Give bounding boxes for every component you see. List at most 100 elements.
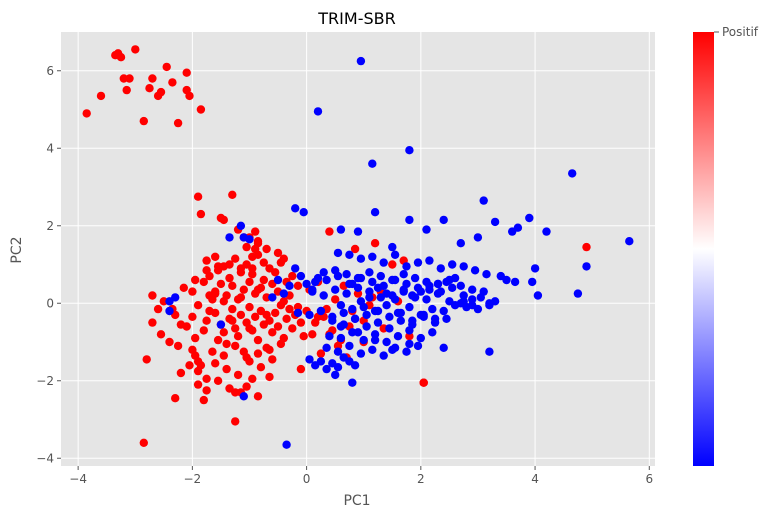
data-point xyxy=(148,291,157,300)
x-tick-label: −2 xyxy=(184,472,202,486)
data-point xyxy=(299,208,308,217)
data-point xyxy=(202,256,211,265)
data-point xyxy=(265,264,274,273)
data-point xyxy=(202,374,211,383)
data-point xyxy=(573,289,583,298)
data-point xyxy=(179,283,188,292)
data-point xyxy=(342,270,351,279)
data-point xyxy=(165,306,174,316)
data-point xyxy=(96,91,106,101)
data-point xyxy=(239,285,248,294)
data-point xyxy=(199,395,208,405)
data-point xyxy=(405,302,414,312)
data-point xyxy=(225,273,234,283)
data-point xyxy=(388,242,397,252)
x-tick-label: −4 xyxy=(69,472,87,486)
data-point xyxy=(236,293,246,302)
data-point xyxy=(82,109,91,118)
data-point xyxy=(293,308,303,318)
data-point xyxy=(279,289,288,298)
data-point xyxy=(410,273,420,283)
data-point xyxy=(331,295,340,304)
data-point xyxy=(239,392,248,401)
data-point xyxy=(459,262,468,271)
data-point xyxy=(416,333,425,343)
data-point xyxy=(368,277,377,287)
data-point xyxy=(211,252,220,261)
data-point xyxy=(273,248,283,258)
data-point xyxy=(336,322,346,331)
data-point xyxy=(262,244,271,254)
data-point xyxy=(308,287,317,296)
data-point xyxy=(253,250,263,259)
data-point xyxy=(196,209,206,219)
data-point xyxy=(356,273,366,283)
data-point xyxy=(419,310,428,320)
data-point xyxy=(293,281,303,290)
data-point xyxy=(193,192,203,201)
data-point xyxy=(430,314,440,323)
data-point xyxy=(251,312,260,321)
y-tick-label: −4 xyxy=(36,451,54,465)
data-point xyxy=(236,268,246,277)
data-point xyxy=(299,332,308,341)
data-point xyxy=(370,208,380,217)
data-point xyxy=(350,361,360,370)
data-point xyxy=(253,349,263,358)
data-point xyxy=(196,105,206,114)
y-axis-label: PC2 xyxy=(9,236,25,263)
data-point xyxy=(428,328,437,337)
data-point xyxy=(370,239,380,248)
data-point xyxy=(219,297,228,306)
data-point xyxy=(153,304,163,314)
data-point xyxy=(231,324,240,333)
data-point xyxy=(399,287,408,296)
data-point xyxy=(216,279,226,289)
data-point xyxy=(285,281,294,290)
data-point xyxy=(439,306,448,316)
data-point xyxy=(470,266,480,275)
x-tick-label: 2 xyxy=(417,472,425,486)
y-tick-label: −2 xyxy=(36,374,54,388)
data-point xyxy=(396,308,405,318)
x-tick-label: 4 xyxy=(531,472,539,486)
data-point xyxy=(199,326,208,335)
data-point xyxy=(388,291,397,300)
data-point xyxy=(473,233,483,242)
data-point xyxy=(268,293,277,302)
data-point xyxy=(333,347,343,356)
data-point xyxy=(228,281,237,290)
data-point xyxy=(239,233,248,242)
data-point xyxy=(222,364,231,374)
data-point xyxy=(193,380,203,389)
data-point xyxy=(408,316,417,325)
data-point xyxy=(231,388,240,397)
data-point xyxy=(236,221,246,230)
data-point xyxy=(202,316,211,325)
data-point xyxy=(368,252,377,261)
data-point xyxy=(219,351,228,360)
data-point xyxy=(268,328,277,337)
data-point xyxy=(336,225,346,234)
data-point xyxy=(359,302,368,312)
x-tick-label: 0 xyxy=(303,472,311,486)
data-point xyxy=(242,353,251,362)
data-point xyxy=(199,277,208,287)
data-point xyxy=(202,386,211,395)
data-point xyxy=(228,190,237,199)
data-point xyxy=(390,275,400,285)
data-point xyxy=(356,254,366,263)
colorbar-label: Positif xyxy=(722,25,759,39)
data-point xyxy=(248,270,257,279)
data-point xyxy=(322,343,331,352)
data-point xyxy=(176,368,186,378)
data-point xyxy=(413,258,423,267)
data-point xyxy=(385,312,394,321)
data-point xyxy=(362,322,371,331)
data-point xyxy=(225,233,234,242)
data-point xyxy=(242,242,251,252)
data-point xyxy=(496,271,505,281)
data-point xyxy=(356,349,366,358)
data-point xyxy=(370,335,380,345)
data-point xyxy=(365,268,374,277)
